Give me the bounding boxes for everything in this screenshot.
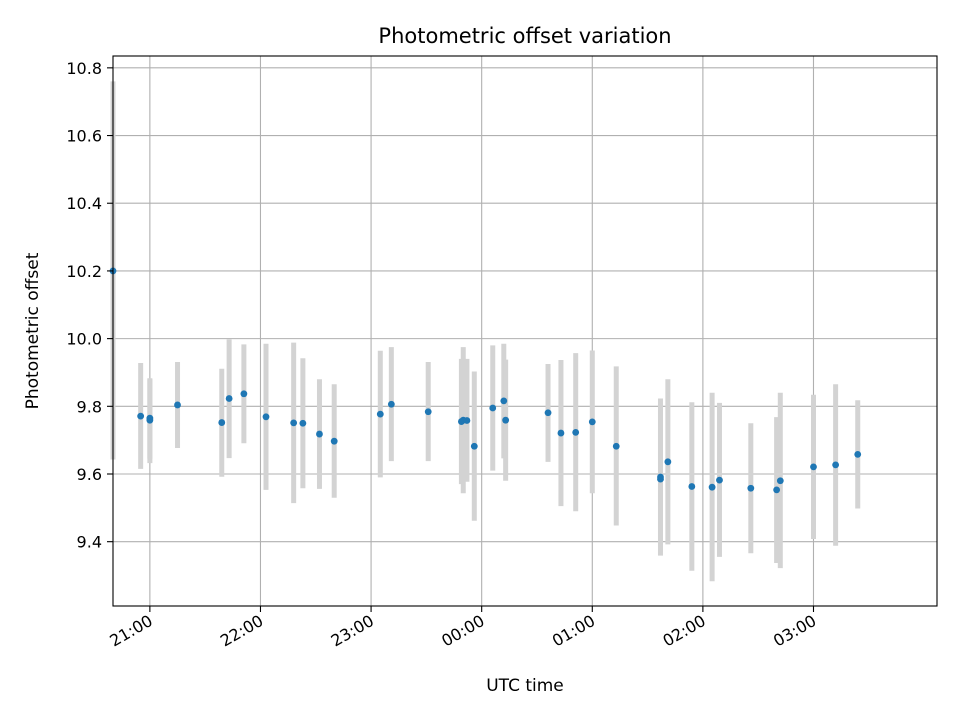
y-tick-label: 10.6 (66, 127, 102, 146)
data-point (174, 401, 181, 409)
data-point (376, 410, 384, 418)
data-point (262, 413, 270, 421)
data-point (316, 430, 323, 438)
data-point (330, 437, 338, 445)
data-point (299, 419, 307, 427)
plot-frame (112, 55, 938, 607)
data-point (424, 408, 432, 416)
data-points (109, 267, 862, 494)
data-point (557, 429, 565, 437)
grid-lines (113, 56, 937, 606)
data-point (657, 475, 664, 483)
data-point (773, 486, 781, 494)
y-tick-label: 10.4 (66, 194, 102, 213)
data-point (218, 419, 226, 426)
data-point (500, 397, 508, 405)
data-point (572, 428, 580, 436)
data-point (664, 458, 672, 466)
data-point (290, 419, 298, 427)
data-point (810, 463, 817, 471)
data-point (137, 412, 145, 420)
data-point (716, 476, 723, 484)
y-axis-ticks: 9.4 9.6 9.8 10.0 10.2 10.4 10.6 10.8 (66, 59, 113, 552)
data-point (688, 483, 696, 490)
data-point (146, 414, 154, 422)
y-tick-label: 10.2 (66, 262, 102, 281)
data-point (747, 484, 755, 492)
data-point (854, 450, 862, 458)
data-point (387, 400, 395, 408)
data-point (832, 461, 840, 469)
y-tick-label: 10.0 (66, 330, 102, 349)
data-point (612, 442, 620, 450)
chart-title: Photometric offset variation (378, 24, 671, 48)
y-tick-label: 9.6 (77, 465, 102, 484)
data-point (489, 404, 497, 412)
data-point (588, 418, 596, 426)
data-point (240, 390, 248, 398)
data-point (776, 477, 784, 485)
x-axis-label: UTC time (486, 676, 564, 696)
y-tick-label: 9.8 (77, 397, 102, 416)
data-point (708, 483, 716, 491)
data-point (225, 395, 233, 402)
data-point (470, 442, 478, 450)
y-tick-label: 10.8 (66, 59, 102, 78)
y-axis-label: Photometric offset (23, 252, 43, 409)
data-point (502, 416, 510, 424)
data-point (544, 409, 552, 417)
data-point (463, 417, 471, 424)
y-tick-label: 9.4 (77, 533, 102, 552)
